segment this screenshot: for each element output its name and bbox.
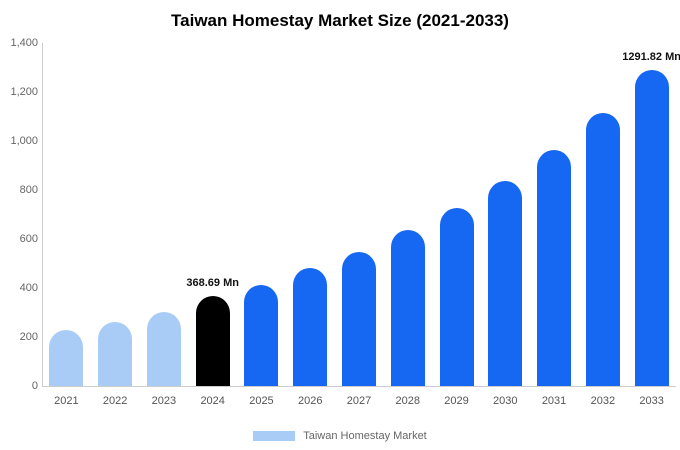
data-label: 1291.82 Mn	[622, 50, 680, 63]
bar-2029[interactable]	[439, 207, 474, 386]
bar-2033[interactable]	[634, 69, 669, 386]
x-tick-label: 2031	[541, 395, 567, 407]
x-tick-label: 2029	[444, 395, 469, 407]
x-tick-label: 2021	[54, 395, 79, 407]
legend-swatch	[253, 431, 296, 441]
bar-2030[interactable]	[488, 181, 523, 386]
y-tick-label: 0	[31, 380, 38, 392]
y-tick-label: 800	[19, 184, 38, 196]
legend-item[interactable]: Taiwan Homestay Market	[0, 430, 680, 442]
x-axis-line	[42, 386, 676, 387]
x-tick-label: 2027	[346, 395, 372, 407]
y-tick-label: 200	[19, 331, 38, 343]
y-tick-label: 1,400	[10, 37, 38, 49]
x-tick-label: 2024	[200, 395, 225, 407]
bar-2023[interactable]	[146, 311, 181, 386]
x-tick-label: 2032	[590, 395, 616, 407]
legend-label: Taiwan Homestay Market	[303, 430, 427, 442]
data-label: 368.69 Mn	[186, 276, 239, 289]
y-tick-label: 1,000	[10, 135, 38, 147]
y-tick-label: 400	[19, 282, 38, 294]
bar-2032[interactable]	[585, 113, 620, 386]
x-tick-label: 2028	[395, 395, 420, 407]
x-tick-label: 2022	[102, 395, 128, 407]
x-tick-label: 2030	[493, 395, 518, 407]
x-tick-label: 2025	[249, 395, 274, 407]
y-tick-label: 1,200	[10, 86, 38, 98]
bar-2027[interactable]	[342, 251, 376, 386]
y-tick-label: 600	[19, 233, 38, 245]
chart-title: Taiwan Homestay Market Size (2021-2033)	[171, 11, 509, 30]
bar-2025[interactable]	[244, 285, 279, 386]
bar-2022[interactable]	[98, 321, 133, 386]
x-tick-label: 2023	[151, 395, 177, 407]
y-axis-line	[42, 43, 43, 386]
bar-2031[interactable]	[537, 150, 572, 386]
bar-2021[interactable]	[49, 330, 84, 386]
bar-2028[interactable]	[390, 229, 425, 386]
x-tick-label: 2033	[639, 395, 664, 407]
bar-2024[interactable]	[195, 295, 230, 386]
x-tick-label: 2026	[297, 395, 323, 407]
bar-2026[interactable]	[293, 268, 328, 386]
